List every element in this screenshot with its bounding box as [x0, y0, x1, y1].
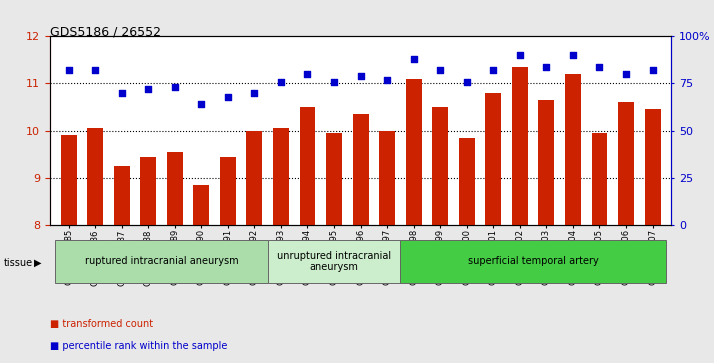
Bar: [645, 110, 660, 225]
Bar: [459, 138, 475, 225]
Point: [143, 86, 154, 92]
Text: ■ percentile rank within the sample: ■ percentile rank within the sample: [50, 341, 227, 351]
Bar: [432, 107, 448, 225]
Point: [222, 94, 233, 99]
Bar: [55, 240, 268, 283]
Point: [540, 64, 552, 69]
Bar: [273, 128, 289, 225]
Point: [620, 71, 632, 77]
Point: [89, 68, 101, 73]
Point: [381, 77, 393, 83]
Point: [355, 73, 366, 79]
Bar: [486, 93, 501, 225]
Point: [408, 56, 419, 62]
Text: superficial temporal artery: superficial temporal artery: [468, 256, 598, 266]
Point: [116, 90, 127, 96]
Point: [248, 90, 260, 96]
Bar: [618, 102, 634, 225]
Text: GDS5186 / 26552: GDS5186 / 26552: [50, 25, 161, 38]
Point: [567, 52, 578, 58]
Bar: [193, 185, 209, 225]
Bar: [299, 107, 316, 225]
Point: [647, 68, 658, 73]
Text: ▶: ▶: [34, 258, 42, 268]
Point: [514, 52, 526, 58]
Point: [169, 84, 181, 90]
Bar: [591, 133, 608, 225]
Point: [488, 68, 499, 73]
Bar: [379, 131, 395, 225]
Point: [275, 79, 286, 85]
Bar: [326, 133, 342, 225]
Point: [196, 101, 207, 107]
Bar: [246, 131, 262, 225]
Bar: [268, 240, 401, 283]
Text: ruptured intracranial aneurysm: ruptured intracranial aneurysm: [85, 256, 238, 266]
Point: [302, 71, 313, 77]
Text: unruptured intracranial
aneurysm: unruptured intracranial aneurysm: [277, 250, 391, 272]
Text: tissue: tissue: [4, 258, 33, 268]
Bar: [565, 74, 581, 225]
Bar: [538, 100, 554, 225]
Bar: [61, 135, 76, 225]
Point: [435, 68, 446, 73]
Bar: [167, 152, 183, 225]
Point: [594, 64, 605, 69]
Bar: [353, 114, 368, 225]
Bar: [401, 240, 666, 283]
Bar: [220, 157, 236, 225]
Bar: [87, 128, 103, 225]
Bar: [406, 79, 422, 225]
Point: [63, 68, 74, 73]
Bar: [140, 157, 156, 225]
Bar: [114, 166, 130, 225]
Point: [328, 79, 340, 85]
Point: [461, 79, 473, 85]
Text: ■ transformed count: ■ transformed count: [50, 319, 153, 330]
Bar: [512, 67, 528, 225]
